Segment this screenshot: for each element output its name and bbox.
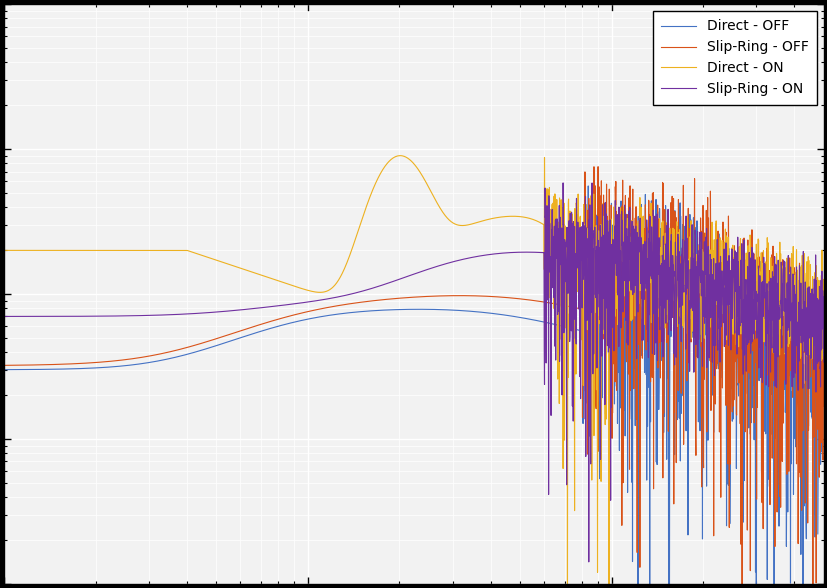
Direct - ON [93,247,103,254]
Direct - OFF [141,359,151,366]
Direct - OFF [582,182,592,189]
Slip-Ring - OFF [592,163,602,170]
Direct - ON [715,239,724,246]
Legend: Direct - OFF, Slip-Ring - OFF, Direct - ON, Slip-Ring - ON: Direct - OFF, Slip-Ring - OFF, Direct - … [652,11,816,105]
Direct - OFF [93,365,103,372]
Slip-Ring - OFF [141,353,151,360]
Slip-Ring - OFF [0,362,9,369]
Direct - OFF [313,313,323,320]
Direct - ON [818,346,827,353]
Line: Direct - OFF: Direct - OFF [4,186,823,588]
Slip-Ring - ON [313,297,323,304]
Slip-Ring - ON [0,313,9,320]
Direct - OFF [0,366,9,373]
Slip-Ring - OFF [802,314,812,321]
Direct - ON [349,240,359,247]
Slip-Ring - ON [802,385,812,392]
Direct - ON [802,253,812,260]
Direct - OFF [349,309,359,316]
Direct - OFF [714,349,724,356]
Slip-Ring - OFF [818,402,827,409]
Line: Direct - ON: Direct - ON [4,156,823,588]
Slip-Ring - ON [715,359,724,366]
Direct - OFF [818,319,827,326]
Slip-Ring - ON [557,179,567,186]
Direct - ON [141,247,151,254]
Slip-Ring - OFF [93,359,103,366]
Direct - ON [0,247,9,254]
Slip-Ring - ON [93,313,103,320]
Slip-Ring - OFF [313,306,323,313]
Slip-Ring - ON [818,359,827,366]
Slip-Ring - OFF [349,300,359,307]
Slip-Ring - ON [141,312,151,319]
Slip-Ring - OFF [714,332,724,339]
Line: Slip-Ring - OFF: Slip-Ring - OFF [4,166,823,588]
Line: Slip-Ring - ON: Slip-Ring - ON [4,183,823,562]
Direct - ON [394,152,404,159]
Direct - ON [313,289,323,296]
Direct - OFF [802,314,812,321]
Slip-Ring - ON [349,290,359,297]
Slip-Ring - ON [583,559,593,566]
